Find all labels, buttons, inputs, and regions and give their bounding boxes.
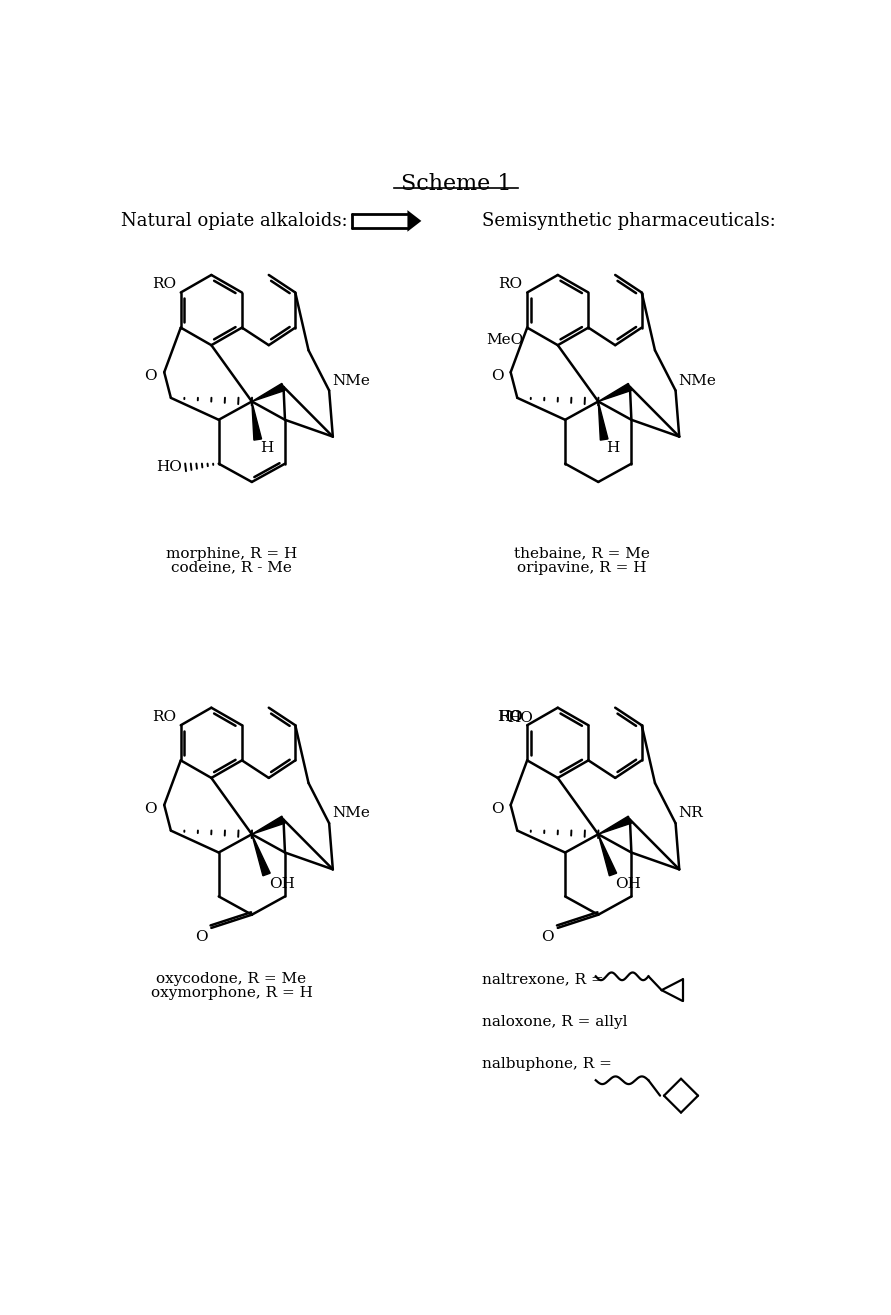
Text: NMe: NMe — [679, 373, 716, 388]
Text: thebaine, R = Me: thebaine, R = Me — [514, 547, 650, 560]
Text: NMe: NMe — [332, 373, 370, 388]
Polygon shape — [598, 834, 617, 876]
Polygon shape — [252, 401, 262, 441]
Text: RO: RO — [152, 710, 176, 723]
Polygon shape — [598, 401, 608, 441]
Text: naloxone, R = allyl: naloxone, R = allyl — [482, 1015, 627, 1028]
Text: H: H — [607, 441, 619, 455]
Polygon shape — [252, 384, 285, 401]
Text: OH: OH — [615, 877, 642, 890]
Text: O: O — [195, 930, 208, 944]
Text: codeine, R - Me: codeine, R - Me — [171, 560, 292, 575]
Text: O: O — [542, 930, 554, 944]
Text: RO: RO — [499, 277, 523, 291]
Text: NR: NR — [679, 806, 703, 821]
Text: oxycodone, R = Me: oxycodone, R = Me — [157, 973, 307, 986]
Text: nalbuphone, R =: nalbuphone, R = — [482, 1057, 612, 1072]
Text: naltrexone, R =: naltrexone, R = — [482, 973, 603, 986]
Polygon shape — [598, 384, 632, 401]
Text: morphine, R = H: morphine, R = H — [166, 547, 297, 560]
Polygon shape — [407, 210, 421, 231]
Text: oripavine, R = H: oripavine, R = H — [517, 560, 647, 575]
Text: O: O — [144, 802, 157, 815]
Text: OH: OH — [269, 877, 295, 890]
Text: RO: RO — [499, 710, 523, 723]
Text: MeO: MeO — [486, 334, 524, 347]
Text: Semisynthetic pharmaceuticals:: Semisynthetic pharmaceuticals: — [482, 212, 775, 230]
Polygon shape — [598, 817, 632, 834]
Text: NMe: NMe — [332, 806, 370, 821]
Text: RO: RO — [152, 277, 176, 291]
Text: HO: HO — [497, 710, 523, 723]
Text: HO: HO — [507, 710, 533, 725]
Text: HO: HO — [156, 460, 182, 475]
Text: O: O — [491, 802, 503, 815]
Text: O: O — [491, 370, 503, 383]
Text: oxymorphone, R = H: oxymorphone, R = H — [151, 986, 313, 1001]
Text: H: H — [260, 441, 274, 455]
Text: Natural opiate alkaloids:: Natural opiate alkaloids: — [120, 212, 347, 230]
Text: O: O — [144, 370, 157, 383]
Polygon shape — [252, 834, 270, 876]
Polygon shape — [252, 817, 285, 834]
Text: Scheme 1: Scheme 1 — [401, 174, 511, 195]
